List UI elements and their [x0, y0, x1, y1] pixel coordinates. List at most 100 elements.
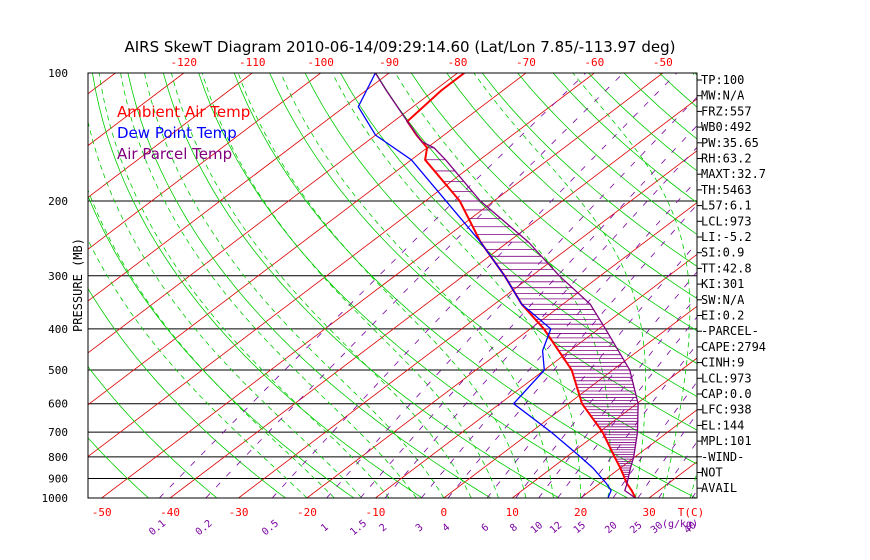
top-temp-tick-label: -70 — [516, 56, 536, 69]
stat-item: CAPE:2794 — [701, 340, 766, 354]
isotherm-line — [512, 357, 697, 498]
dry-adiabat-line — [127, 73, 491, 498]
mixing-ratio-label: 4 — [441, 522, 453, 534]
stat-item: TT:42.8 — [701, 261, 752, 275]
stat-item: KI:301 — [701, 277, 744, 291]
isotherm-line — [169, 98, 697, 498]
y-axis-label: PRESSURE (MB) — [71, 238, 85, 332]
dry-adiabat-line — [198, 73, 628, 498]
pressure-tick-label: 700 — [48, 426, 68, 439]
top-temp-tick-label: -60 — [584, 56, 604, 69]
mixing-ratio-label: 0.1 — [147, 518, 168, 538]
stat-item: TP:100 — [701, 73, 744, 87]
mixing-ratio-label: 1.5 — [348, 518, 369, 538]
mixing-ratio-unit: (g/kg) — [662, 519, 698, 530]
legend-label-2: Air Parcel Temp — [117, 145, 232, 163]
moist-adiabat-line — [280, 73, 554, 498]
mixing-ratio-line — [515, 271, 697, 498]
moist-adiabat-line — [144, 73, 445, 498]
stat-item: LCL:973 — [701, 371, 752, 385]
bottom-temp-tick-label: -30 — [229, 506, 249, 519]
mixing-ratio-line — [557, 316, 697, 498]
stat-item: LFC:938 — [701, 403, 752, 417]
isotherm-line — [786, 73, 870, 498]
bottom-temp-tick-label: 10 — [506, 506, 519, 519]
stat-item: NOT — [701, 466, 723, 480]
bottom-temp-tick-label: -50 — [92, 506, 112, 519]
mixing-ratio-label: 0.2 — [194, 518, 215, 538]
dry-adiabat-line — [269, 73, 697, 465]
top-temp-tick-label: -120 — [171, 56, 198, 69]
stat-item: RH:63.2 — [701, 152, 752, 166]
isotherm-line — [443, 305, 697, 498]
isotherm-line — [0, 73, 47, 498]
bottom-temp-tick-label: -20 — [297, 506, 317, 519]
bottom-axis-unit: T(C) — [678, 506, 705, 519]
mixing-ratio-label: 0.5 — [260, 518, 281, 538]
dry-adiabat-line — [92, 73, 423, 498]
moist-adiabat-line — [201, 73, 499, 498]
stat-item: AVAIL — [701, 481, 737, 495]
dry-adiabat-line — [340, 73, 697, 398]
legend-label-0: Ambient Air Temp — [117, 103, 250, 121]
legend-label-1: Dew Point Temp — [117, 124, 237, 142]
stat-item: MW:N/A — [701, 89, 745, 103]
mixing-ratio-line — [581, 343, 697, 498]
dry-adiabat-line — [766, 73, 870, 498]
stat-item: -PARCEL- — [701, 324, 759, 338]
stat-item: SW:N/A — [701, 293, 745, 307]
dry-adiabat-line — [88, 437, 149, 498]
dry-adiabat-line — [88, 365, 218, 498]
pressure-tick-label: 400 — [48, 323, 68, 336]
mixing-ratio-label: 3 — [414, 522, 426, 534]
moist-adiabat-line — [572, 73, 691, 498]
pressure-tick-label: 500 — [48, 364, 68, 377]
mixing-ratio-line — [326, 96, 697, 498]
stat-item: -WIND- — [701, 450, 744, 464]
stat-item: L57:6.1 — [701, 199, 752, 213]
pressure-tick-label: 800 — [48, 451, 68, 464]
mixing-ratio-label: 8 — [508, 522, 520, 534]
pressure-tick-label: 200 — [48, 195, 68, 208]
mixing-ratio-line — [159, 73, 586, 498]
isotherm-line — [88, 73, 253, 198]
bottom-temp-tick-label: 0 — [441, 506, 448, 519]
isotherm-line — [306, 202, 697, 498]
moist-adiabat-line — [395, 73, 611, 498]
stat-item: MAXT:32.7 — [701, 167, 766, 181]
stat-item: WB0:492 — [701, 120, 752, 134]
plot-frame — [87, 72, 698, 499]
bottom-temp-tick-label: -40 — [160, 506, 180, 519]
moist-adiabat-line — [120, 73, 417, 498]
mixing-ratio-label: 10 — [529, 520, 545, 536]
chart-title: AIRS SkewT Diagram 2010-06-14/09:29:14.6… — [124, 38, 675, 56]
stat-item: CINH:9 — [701, 356, 744, 370]
mixing-ratio-label: 1 — [319, 522, 331, 534]
isotherm-line — [88, 73, 321, 250]
cape-hatch — [425, 147, 639, 484]
axes: 1002003004005006007008009001000PRESSURE … — [42, 56, 705, 538]
isotherm-line — [580, 409, 697, 498]
pressure-tick-label: 600 — [48, 398, 68, 411]
mixing-ratio-label: 6 — [480, 522, 492, 534]
mixing-ratio-label: 20 — [603, 520, 619, 536]
bottom-temp-tick-label: -10 — [365, 506, 385, 519]
moist-adiabat-line — [98, 73, 390, 498]
dry-adiabat-line — [481, 73, 697, 267]
bottom-temp-tick-label: 30 — [642, 506, 655, 519]
stat-item: TH:5463 — [701, 183, 752, 197]
mixing-ratio-label: 12 — [548, 520, 564, 536]
moist-adiabat-line — [171, 73, 472, 498]
moist-adiabat-line — [331, 73, 582, 498]
pressure-tick-label: 900 — [48, 473, 68, 486]
dry-adiabat-line — [162, 73, 560, 498]
stat-item: EL:144 — [701, 418, 744, 432]
mixing-ratio-label: 2 — [378, 522, 390, 534]
top-temp-tick-label: -100 — [307, 56, 334, 69]
mixing-ratio-line — [447, 204, 697, 498]
dry-adiabat-line — [659, 73, 697, 108]
isotherm-line — [88, 73, 390, 302]
top-temp-tick-label: -90 — [379, 56, 399, 69]
dry-adiabat-line — [801, 73, 870, 498]
